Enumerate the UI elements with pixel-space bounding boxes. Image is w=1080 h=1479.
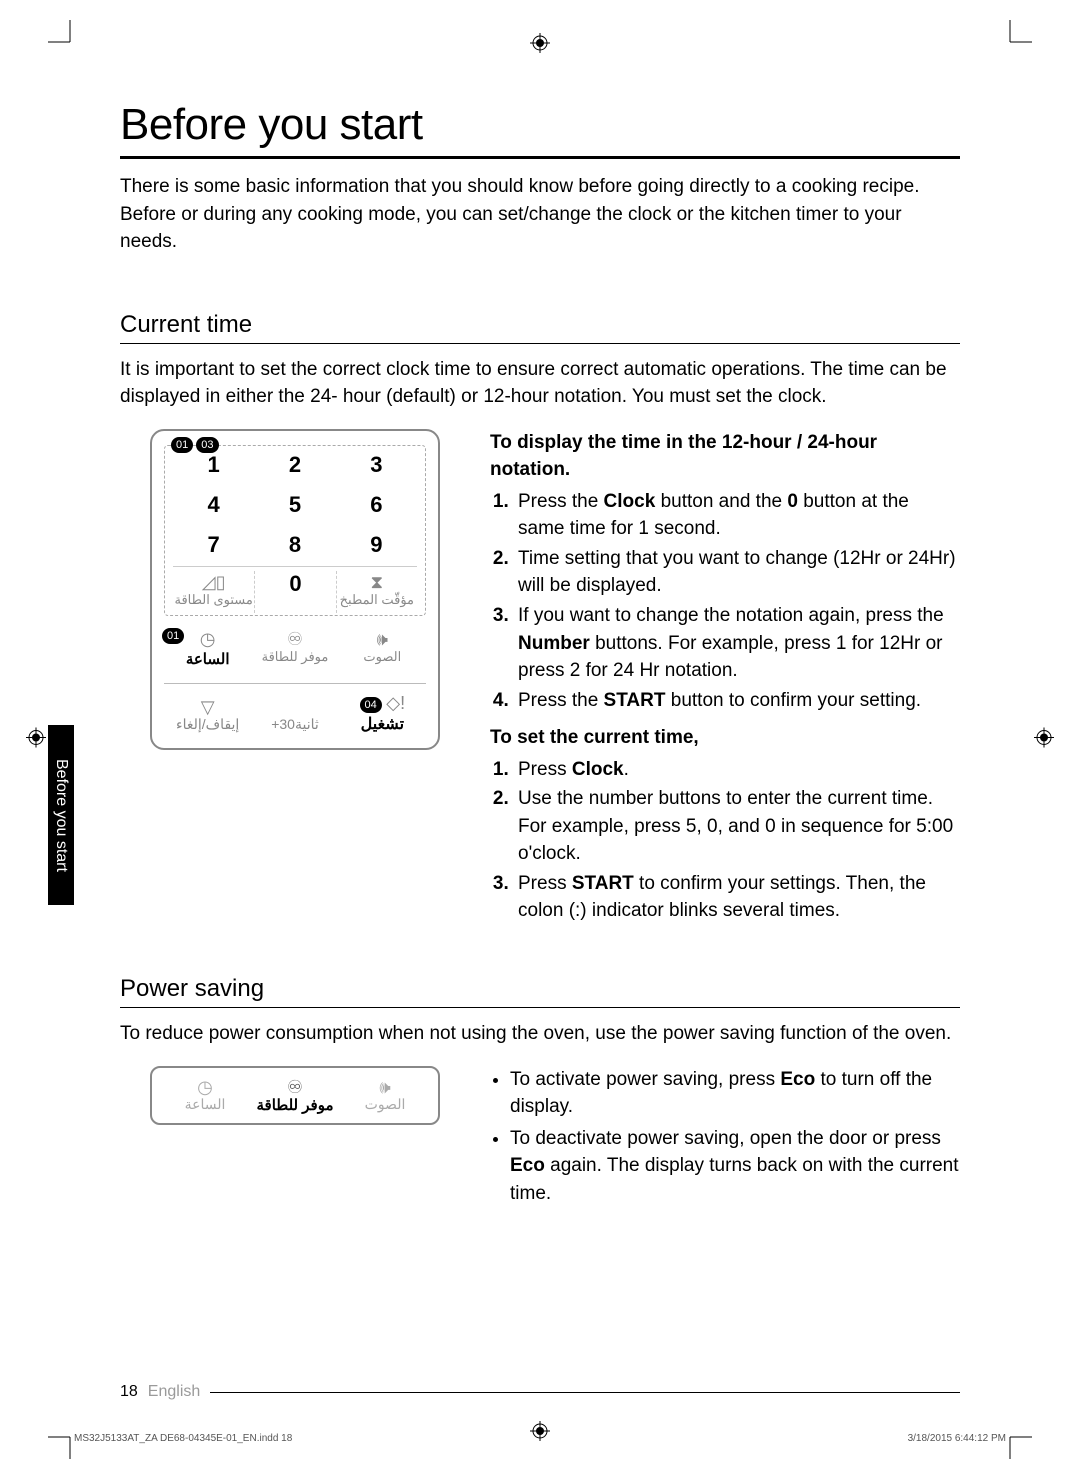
section-power-saving-heading: Power saving	[120, 975, 960, 1003]
callout-badge-clock: 01	[162, 628, 184, 644]
plus30-label: ‎+30ثانية	[271, 716, 319, 732]
sub2-steps: Press Clock. Use the number buttons to e…	[490, 756, 960, 925]
key-8: 8	[254, 532, 335, 558]
list-item: To deactivate power saving, open the doo…	[510, 1125, 960, 1208]
sub2-heading: To set the current time,	[490, 724, 960, 752]
list-item: Press START to confirm your settings. Th…	[514, 870, 960, 925]
key-9: 9	[336, 532, 417, 558]
mini-clock-label: الساعة	[185, 1096, 226, 1112]
list-item: Press the Clock button and the 0 button …	[514, 488, 960, 543]
mini-sound-icon: 🕪	[340, 1078, 430, 1096]
callout-badge-01: 01	[171, 437, 193, 453]
power-saving-instructions: To activate power saving, press Eco to t…	[490, 1066, 960, 1212]
key-3: 3	[336, 452, 417, 478]
sidebar-tab: Before you start	[48, 725, 74, 905]
power-saving-columns: ◷ الساعة ♾ موفر للطاقة 🕪 الصوت To activa…	[120, 1066, 960, 1212]
section-rule	[120, 343, 960, 344]
crop-corner-br	[1002, 1429, 1032, 1459]
imprint-right: 3/18/2015 6:44:12 PM	[908, 1433, 1006, 1444]
imprint-left: MS32J5133AT_ZA DE68-04345E-01_EN.indd 18	[74, 1433, 292, 1444]
registration-mark-bottom	[530, 1421, 550, 1446]
kitchen-timer-icon: ⧗	[337, 573, 417, 591]
page-number: 18	[120, 1383, 138, 1401]
mini-clock-icon: ◷	[160, 1078, 250, 1096]
key-6: 6	[336, 492, 417, 518]
sub1-heading: To display the time in the 12-hour / 24-…	[490, 429, 960, 484]
sidebar-tab-label: Before you start	[52, 759, 70, 872]
mini-panel-diagram: ◷ الساعة ♾ موفر للطاقة 🕪 الصوت	[120, 1066, 460, 1125]
title-rule	[120, 156, 960, 159]
page-content: Before you start There is some basic inf…	[120, 100, 960, 1251]
page-language: English	[148, 1383, 200, 1401]
stop-label: إيقاف/إلغاء	[176, 716, 239, 732]
eco-label: موفر للطاقة	[262, 649, 329, 664]
stop-icon: ▽	[164, 698, 251, 716]
sound-icon: 🕪	[339, 630, 426, 648]
key-0: 0	[255, 571, 335, 597]
list-item: To activate power saving, press Eco to t…	[510, 1066, 960, 1121]
section-current-time-heading: Current time	[120, 311, 960, 339]
section-current-time-intro: It is important to set the correct clock…	[120, 356, 960, 411]
list-item: If you want to change the notation again…	[514, 602, 960, 685]
callout-badge-03: 03	[196, 437, 218, 453]
start-label: تشغيل	[361, 716, 404, 733]
section-power-saving-intro: To reduce power consumption when not usi…	[120, 1020, 960, 1048]
key-5: 5	[254, 492, 335, 518]
crop-corner-tr	[1002, 20, 1032, 50]
section-rule-2	[120, 1007, 960, 1008]
page-footer: 18 English	[120, 1383, 960, 1401]
intro-text: There is some basic information that you…	[120, 173, 960, 256]
mini-eco-icon: ♾	[250, 1078, 340, 1096]
number-grid: 1 2 3 4 5 6 7 8 9	[173, 452, 417, 558]
list-item: Use the number buttons to enter the curr…	[514, 785, 960, 868]
registration-mark-top	[530, 33, 550, 58]
keypad-diagram: 01 03 1 2 3 4 5 6 7 8 9	[120, 429, 460, 750]
list-item: Press the START button to confirm your s…	[514, 687, 960, 715]
clock-label: الساعة	[186, 651, 230, 668]
sub1-steps: Press the Clock button and the 0 button …	[490, 488, 960, 714]
power-level-icon: ◿▯	[173, 573, 254, 591]
current-time-columns: 01 03 1 2 3 4 5 6 7 8 9	[120, 429, 960, 935]
eco-icon: ♾	[251, 630, 338, 648]
list-item: Press Clock.	[514, 756, 960, 784]
mini-eco-label: موفر للطاقة	[256, 1097, 333, 1114]
sound-label: الصوت	[363, 649, 401, 664]
key-7: 7	[173, 532, 254, 558]
key-4: 4	[173, 492, 254, 518]
clock-icon: ◷	[200, 629, 216, 649]
page-title: Before you start	[120, 100, 960, 150]
list-item: Time setting that you want to change (12…	[514, 545, 960, 600]
registration-mark-left	[26, 727, 46, 752]
mini-sound-label: الصوت	[365, 1096, 406, 1112]
callout-badge-start: 04	[360, 697, 382, 713]
key-2: 2	[254, 452, 335, 478]
crop-corner-tl	[48, 20, 78, 50]
power-level-label: مستوى الطاقة	[174, 592, 252, 607]
kitchen-timer-label: مؤقّت المطبخ	[340, 592, 414, 607]
start-icon: ◇!	[386, 693, 405, 713]
registration-mark-right	[1034, 727, 1054, 752]
key-1: 1	[173, 452, 254, 478]
footer-rule	[210, 1392, 960, 1393]
current-time-instructions: To display the time in the 12-hour / 24-…	[490, 429, 960, 935]
